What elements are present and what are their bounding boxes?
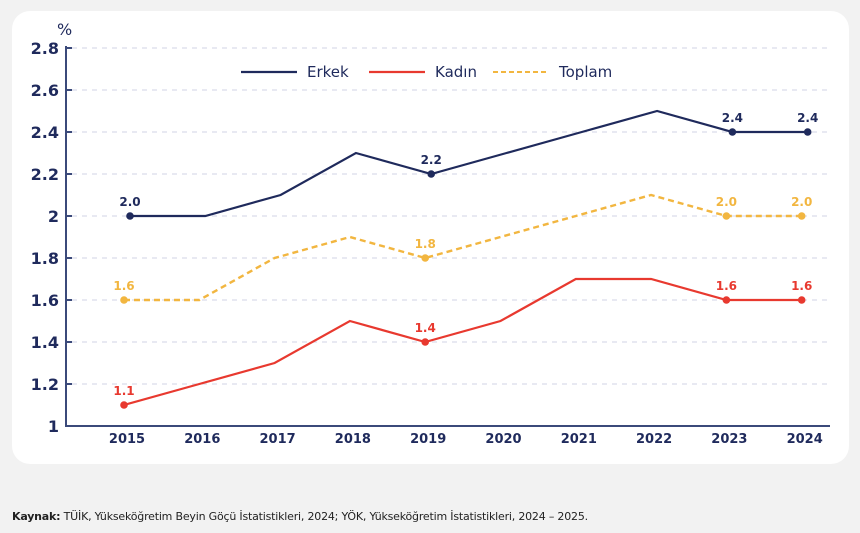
data-point-erkek: [803, 128, 812, 136]
line-chart: % 11.21.41.61.822.22.42.62.8 2015 2016 201…: [31, 20, 830, 447]
chart-card: [12, 11, 849, 464]
data-point-toplam: [421, 254, 430, 262]
source-label: Kaynak:: [12, 510, 61, 523]
y-tick-labels: 1 1.2 1.4 1.6 1.8 2 2.2 2.4 2.6 2.8: [31, 39, 59, 436]
x-tick-label: 2019: [410, 432, 446, 447]
data-label-kadın: 1.1: [113, 384, 134, 398]
data-label-erkek: 2.2: [421, 153, 442, 167]
data-point-erkek: [427, 170, 436, 178]
data-label-toplam: 2.0: [791, 195, 812, 209]
legend: Erkek Kadın Toplam: [241, 63, 612, 81]
y-tick-label: 1.8: [31, 249, 59, 268]
data-point-erkek: [728, 128, 737, 136]
x-tick-label: 2022: [636, 432, 672, 447]
legend-label-kadın: Kadın: [435, 63, 477, 81]
x-tick-label: 2021: [561, 432, 597, 447]
data-label-kadın: 1.6: [791, 279, 812, 293]
y-tick-label: 1.6: [31, 291, 59, 310]
data-point-toplam: [722, 212, 731, 220]
x-tick-label: 2015: [109, 432, 145, 447]
y-tick-label: 1.2: [31, 375, 59, 394]
y-axis-unit: %: [57, 20, 72, 39]
x-tick-label: 2018: [335, 432, 371, 447]
data-label-erkek: 2.4: [797, 111, 818, 125]
x-tick-label: 2024: [787, 432, 823, 447]
gridlines: [72, 47, 830, 385]
source-note: Kaynak: TÜİK, Yükseköğretim Beyin Göçü İ…: [12, 510, 588, 523]
x-tick-label: 2023: [711, 432, 747, 447]
data-label-erkek: 2.0: [119, 195, 140, 209]
data-label-toplam: 2.0: [716, 195, 737, 209]
x-tick-label: 2017: [260, 432, 296, 447]
series-lines: [120, 109, 812, 409]
data-point-toplam: [120, 296, 128, 304]
data-label-kadın: 1.6: [716, 279, 737, 293]
y-tick-label: 2.6: [31, 81, 59, 100]
y-tick-label: 1.4: [31, 333, 59, 352]
data-point-kadın: [797, 296, 806, 304]
data-label-erkek: 2.4: [722, 111, 743, 125]
axes: [65, 46, 830, 427]
data-label-kadın: 1.4: [415, 321, 436, 335]
x-tick-label: 2020: [485, 432, 521, 447]
data-point-kadın: [722, 296, 731, 304]
series-line-kadın: [123, 277, 802, 407]
y-tick-label: 2.4: [31, 123, 59, 142]
x-tick-label: 2016: [184, 432, 220, 447]
y-tick-label: 2: [48, 207, 59, 226]
y-tick-label: 2.8: [31, 39, 59, 58]
data-point-erkek: [126, 212, 134, 220]
series-line-toplam: [124, 193, 802, 302]
series-line-erkek: [130, 109, 808, 218]
data-point-kadın: [421, 338, 430, 346]
x-tick-labels: 2015 2016 2017 2018 2019 2020 2021 2022 2023 2024: [109, 432, 823, 447]
legend-label-toplam: Toplam: [558, 63, 612, 81]
y-tick-label: 1: [48, 417, 59, 436]
data-label-toplam: 1.8: [415, 237, 436, 251]
data-label-toplam: 1.6: [113, 279, 134, 293]
y-tick-label: 2.2: [31, 165, 59, 184]
legend-label-erkek: Erkek: [307, 63, 349, 81]
source-text: TÜİK, Yükseköğretim Beyin Göçü İstatisti…: [60, 510, 588, 523]
data-labels: 1.6 1.8 2.0 2.0 1.1 1.4 1.6 1.6 2.0 2.2 2.4 2.4: [113, 111, 818, 398]
data-point-toplam: [797, 212, 806, 220]
data-point-kadın: [120, 401, 128, 409]
